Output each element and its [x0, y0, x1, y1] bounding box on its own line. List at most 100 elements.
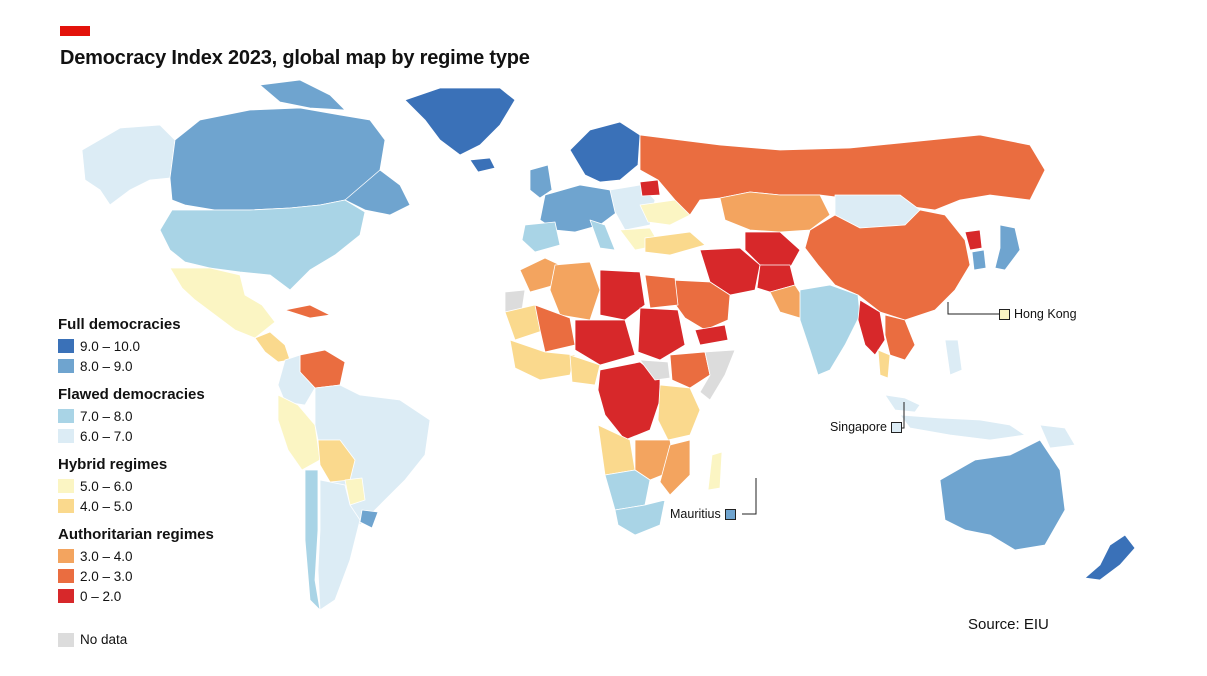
- region-philippines: [944, 339, 963, 376]
- legend-label: 3.0 – 4.0: [80, 548, 133, 564]
- singapore-swatch: [891, 421, 902, 433]
- legend-swatch: [58, 409, 74, 423]
- legend-label: 2.0 – 3.0: [80, 568, 133, 584]
- region-italy: [589, 219, 616, 251]
- region-iceland: [469, 157, 496, 173]
- region-new-zealand: [1084, 534, 1136, 581]
- page-title: Democracy Index 2023, global map by regi…: [60, 47, 530, 69]
- region-south-sudan: [639, 359, 671, 381]
- legend-label: 8.0 – 9.0: [80, 358, 133, 374]
- region-south-africa: [614, 499, 666, 536]
- region-greenland: [404, 87, 516, 156]
- legend-item: 4.0 – 5.0: [58, 496, 214, 516]
- mauritius-label: Mauritius: [670, 507, 721, 521]
- region-peru: [277, 394, 321, 471]
- legend-swatch: [58, 549, 74, 563]
- region-alaska: [81, 124, 176, 206]
- region-sudan: [637, 307, 686, 361]
- region-north-korea: [964, 229, 983, 251]
- legend-item: 9.0 – 10.0: [58, 336, 214, 356]
- legend-label: 6.0 – 7.0: [80, 428, 133, 444]
- region-namibia-botswana: [604, 469, 651, 511]
- legend-swatch: [58, 479, 74, 493]
- legend-swatch: [58, 359, 74, 373]
- legend-group-title: Authoritarian regimes: [58, 526, 214, 543]
- legend-group-authoritarian: Authoritarian regimes 3.0 – 4.0 2.0 – 3.…: [58, 526, 214, 606]
- region-argentina: [317, 479, 361, 611]
- legend-group-title: Hybrid regimes: [58, 456, 168, 473]
- legend-item: 7.0 – 8.0: [58, 406, 214, 426]
- legend-item: 6.0 – 7.0: [58, 426, 214, 446]
- region-west-africa: [509, 339, 576, 381]
- region-mozambique: [659, 439, 691, 496]
- legend-swatch: [58, 499, 74, 513]
- region-east-africa: [657, 384, 701, 441]
- callout-hong-kong: Hong Kong: [999, 307, 1077, 321]
- region-yemen: [694, 324, 729, 346]
- region-libya: [599, 269, 646, 321]
- legend-nodata-label: No data: [80, 632, 128, 647]
- legend-item: 0 – 2.0: [58, 586, 214, 606]
- region-cuba: [284, 304, 331, 319]
- region-thailand: [877, 349, 891, 379]
- region-indochina: [884, 314, 916, 361]
- legend-label: 0 – 2.0: [80, 588, 122, 604]
- legend-group-title: Flawed democracies: [58, 386, 205, 403]
- region-japan: [994, 224, 1021, 271]
- legend-item: 5.0 – 6.0: [58, 476, 214, 496]
- legend-item: 8.0 – 9.0: [58, 356, 214, 376]
- region-mali: [534, 304, 576, 353]
- region-niger-chad: [574, 319, 636, 366]
- hong-kong-leader: [947, 302, 1000, 315]
- region-turkey: [644, 231, 706, 256]
- region-kazakhstan: [719, 191, 831, 233]
- region-chile: [304, 469, 321, 611]
- region-colombia: [277, 354, 316, 406]
- region-ethiopia: [669, 351, 711, 389]
- legend-swatch: [58, 429, 74, 443]
- region-mexico: [169, 267, 276, 339]
- legend-group-hybrid: Hybrid regimes 5.0 – 6.0 4.0 – 5.0: [58, 456, 214, 516]
- region-belarus: [639, 179, 661, 197]
- region-ukraine: [639, 199, 691, 226]
- legend-label: 9.0 – 10.0: [80, 338, 141, 354]
- hong-kong-label: Hong Kong: [1014, 307, 1077, 321]
- region-usa: [159, 199, 366, 291]
- singapore-label: Singapore: [830, 420, 887, 434]
- legend-label: 4.0 – 5.0: [80, 498, 133, 514]
- callout-mauritius: Mauritius: [670, 507, 736, 521]
- legend-group-flawed: Flawed democracies 7.0 – 8.0 6.0 – 7.0: [58, 386, 214, 446]
- legend-nodata: No data: [58, 632, 127, 647]
- source-note: Source: EIU: [968, 616, 1049, 633]
- region-somalia: [699, 349, 736, 401]
- region-paraguay: [344, 477, 366, 506]
- region-iberia: [521, 221, 561, 253]
- region-canada-islands: [259, 79, 346, 111]
- legend-swatch-nodata: [58, 632, 74, 647]
- mauritius-leader: [742, 478, 757, 515]
- legend-group-title: Full democracies: [58, 316, 181, 333]
- region-myanmar: [857, 299, 886, 356]
- region-png: [1039, 424, 1076, 449]
- region-uk: [529, 164, 553, 199]
- accent-bar: [60, 26, 90, 36]
- region-malaysia: [884, 394, 921, 413]
- legend-group-full: Full democracies 9.0 – 10.0 8.0 – 9.0: [58, 316, 214, 376]
- region-nigeria: [569, 354, 601, 386]
- legend-label: 7.0 – 8.0: [80, 408, 133, 424]
- legend-item: 2.0 – 3.0: [58, 566, 214, 586]
- mauritius-swatch: [724, 508, 736, 520]
- region-madagascar: [707, 451, 723, 491]
- region-india: [799, 284, 861, 376]
- legend-swatch: [58, 589, 74, 603]
- region-scandinavia: [569, 121, 641, 183]
- region-egypt: [644, 274, 679, 309]
- legend-label: 5.0 – 6.0: [80, 478, 133, 494]
- region-china: [804, 209, 971, 321]
- region-south-korea: [971, 249, 987, 271]
- region-uruguay: [359, 509, 379, 529]
- legend-swatch: [58, 339, 74, 353]
- region-australia: [939, 439, 1066, 551]
- callout-singapore: Singapore: [830, 420, 902, 434]
